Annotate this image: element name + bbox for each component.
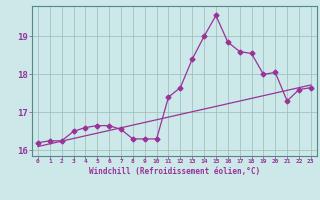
X-axis label: Windchill (Refroidissement éolien,°C): Windchill (Refroidissement éolien,°C): [89, 167, 260, 176]
